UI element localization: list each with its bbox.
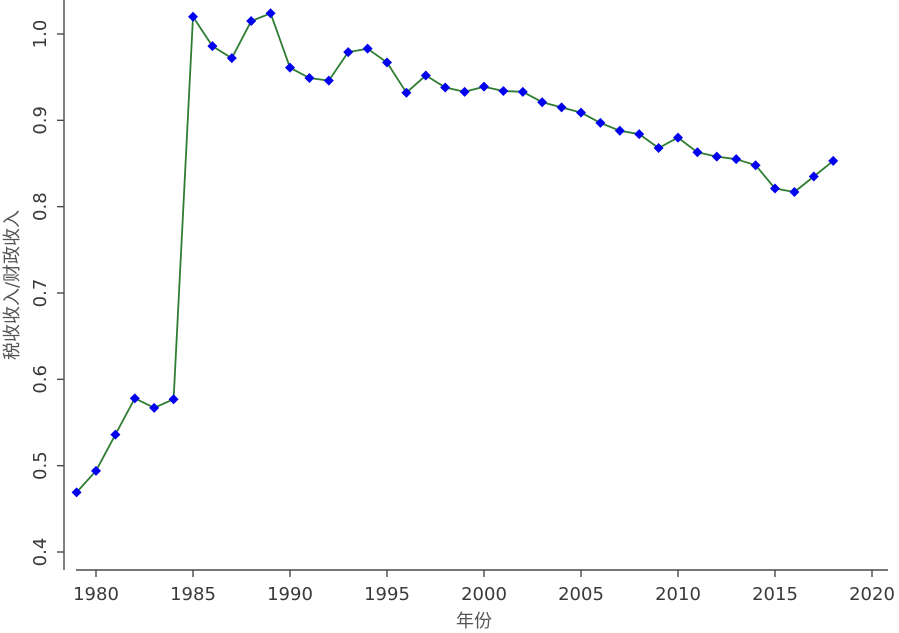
data-point [265,8,276,19]
data-point [343,47,354,58]
x-tick-label: 2010 [655,584,701,605]
y-tick-label: 0.7 [30,279,51,308]
data-point [498,85,509,96]
y-tick-label: 1.0 [30,20,51,49]
data-point [576,107,586,118]
y-tick-label: 0.4 [30,538,51,567]
x-tick-label: 1990 [267,584,313,605]
data-point [459,86,470,97]
data-point [808,171,819,182]
x-tick-label: 1980 [73,584,119,605]
data-point [129,393,140,404]
series-line [75,12,834,494]
data-point [653,142,664,153]
data-point [479,81,489,92]
data-point [614,125,625,136]
data-point [711,151,722,162]
series-layer [71,8,839,498]
x-ticks: 1980 1985 1990 1995 2000 2005 2010 2015 2020 [73,570,895,605]
data-point [188,11,198,22]
x-tick-label: 2020 [849,584,895,605]
x-tick-label: 1985 [170,584,216,605]
data-point [71,487,82,498]
data-point [595,117,606,128]
data-point [673,132,683,143]
data-point [285,62,295,73]
y-tick-label: 0.9 [30,106,51,135]
data-point [789,186,800,197]
data-point [226,53,237,64]
data-point [420,70,431,81]
y-tick-label: 0.6 [30,365,51,394]
x-tick-label: 2015 [752,584,798,605]
data-point [362,43,373,54]
x-tick-label: 1995 [364,584,410,605]
axes [63,0,888,571]
x-axis-title: 年份 [456,611,492,632]
data-point [246,16,257,27]
data-point [382,57,392,68]
x-tick-label: 2005 [558,584,604,605]
data-point [323,75,334,86]
data-point [110,429,121,440]
x-tick-label: 2000 [461,584,507,605]
data-point [304,73,315,84]
data-point [168,394,179,405]
data-point [634,129,645,140]
data-point [770,183,780,194]
data-point [207,41,218,52]
data-point [517,86,528,97]
data-point [692,147,703,158]
y-ticks: 0.4 0.5 0.6 0.7 0.8 0.9 1.0 [30,20,64,567]
y-tick-label: 0.8 [30,192,51,221]
data-point [556,102,567,113]
data-point [91,465,101,476]
data-point [537,97,548,108]
y-axis-title: 税收收入/财政收入 [2,210,23,360]
data-point [401,87,412,98]
data-point [149,402,160,413]
data-point [440,82,451,93]
y-tick-label: 0.5 [30,451,51,480]
data-point [828,155,839,166]
data-point [731,154,742,165]
data-point [750,160,761,171]
